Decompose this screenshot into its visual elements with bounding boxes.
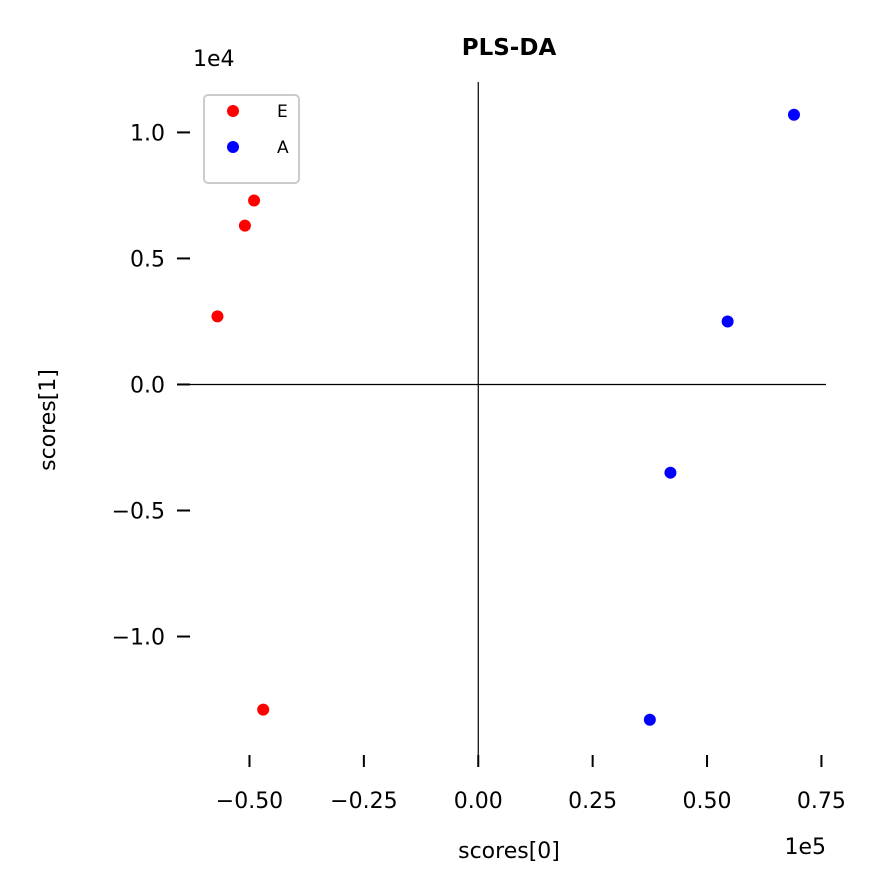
legend-marker-E bbox=[227, 105, 239, 117]
y-tick-label: −0.5 bbox=[112, 500, 165, 525]
y-tick-label: 1.0 bbox=[130, 121, 165, 146]
point-E bbox=[248, 194, 261, 207]
x-ticks: −0.50 −0.25 0.00 0.25 0.50 0.75 bbox=[216, 755, 846, 814]
point-A bbox=[643, 713, 656, 726]
x-tick-label: 0.50 bbox=[683, 789, 732, 814]
x-tick-label: −0.25 bbox=[330, 789, 397, 814]
legend-box bbox=[203, 94, 300, 184]
legend-marker-A bbox=[227, 141, 239, 153]
x-tick-label: 0.25 bbox=[568, 789, 617, 814]
point-E bbox=[238, 219, 251, 232]
y-tick-label: 0.0 bbox=[130, 373, 165, 398]
y-tick-label: −1.0 bbox=[112, 626, 165, 651]
x-tick-label: −0.50 bbox=[216, 789, 283, 814]
y-offset-label: 1e4 bbox=[193, 47, 235, 72]
y-ticks: 1.0 0.5 0.0 −0.5 −1.0 bbox=[112, 121, 190, 651]
x-offset-label: 1e5 bbox=[784, 835, 826, 860]
point-A bbox=[721, 315, 734, 328]
legend: EA bbox=[203, 94, 300, 184]
chart-title: PLS-DA bbox=[462, 35, 557, 61]
point-E bbox=[257, 703, 270, 716]
x-axis-label: scores[0] bbox=[458, 839, 560, 864]
data-points bbox=[211, 108, 800, 726]
point-E bbox=[211, 310, 224, 323]
y-tick-label: 0.5 bbox=[130, 247, 165, 272]
point-A bbox=[664, 466, 677, 479]
x-tick-label: 0.75 bbox=[797, 789, 846, 814]
y-axis-label: scores[1] bbox=[36, 369, 61, 471]
legend-label-E: E bbox=[277, 102, 288, 122]
legend-label-A: A bbox=[277, 138, 289, 158]
axes bbox=[190, 82, 826, 755]
x-tick-label: 0.00 bbox=[454, 789, 503, 814]
point-A bbox=[787, 108, 800, 121]
